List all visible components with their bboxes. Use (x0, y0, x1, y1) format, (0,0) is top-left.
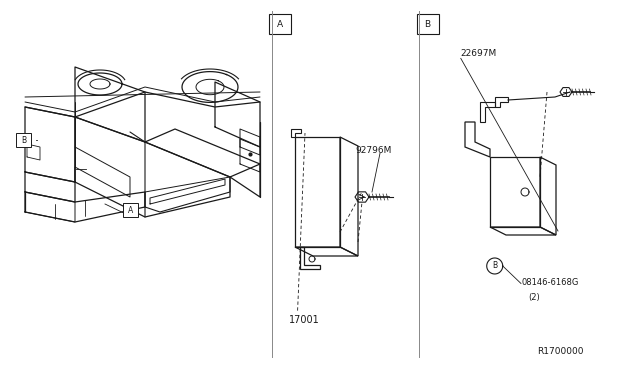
Text: R1700000: R1700000 (537, 347, 583, 356)
Text: 17001: 17001 (289, 315, 319, 325)
Text: B: B (424, 20, 431, 29)
FancyBboxPatch shape (16, 133, 31, 147)
Text: 22697M: 22697M (461, 49, 497, 58)
Text: 92796M: 92796M (355, 146, 392, 155)
FancyBboxPatch shape (269, 14, 291, 34)
Text: B: B (492, 262, 497, 270)
Text: (2): (2) (528, 293, 540, 302)
FancyBboxPatch shape (417, 14, 438, 34)
FancyBboxPatch shape (123, 203, 138, 217)
Text: 08146-6168G: 08146-6168G (522, 278, 579, 287)
Text: A: A (277, 20, 284, 29)
Text: A: A (128, 205, 133, 215)
Text: B: B (21, 135, 26, 144)
